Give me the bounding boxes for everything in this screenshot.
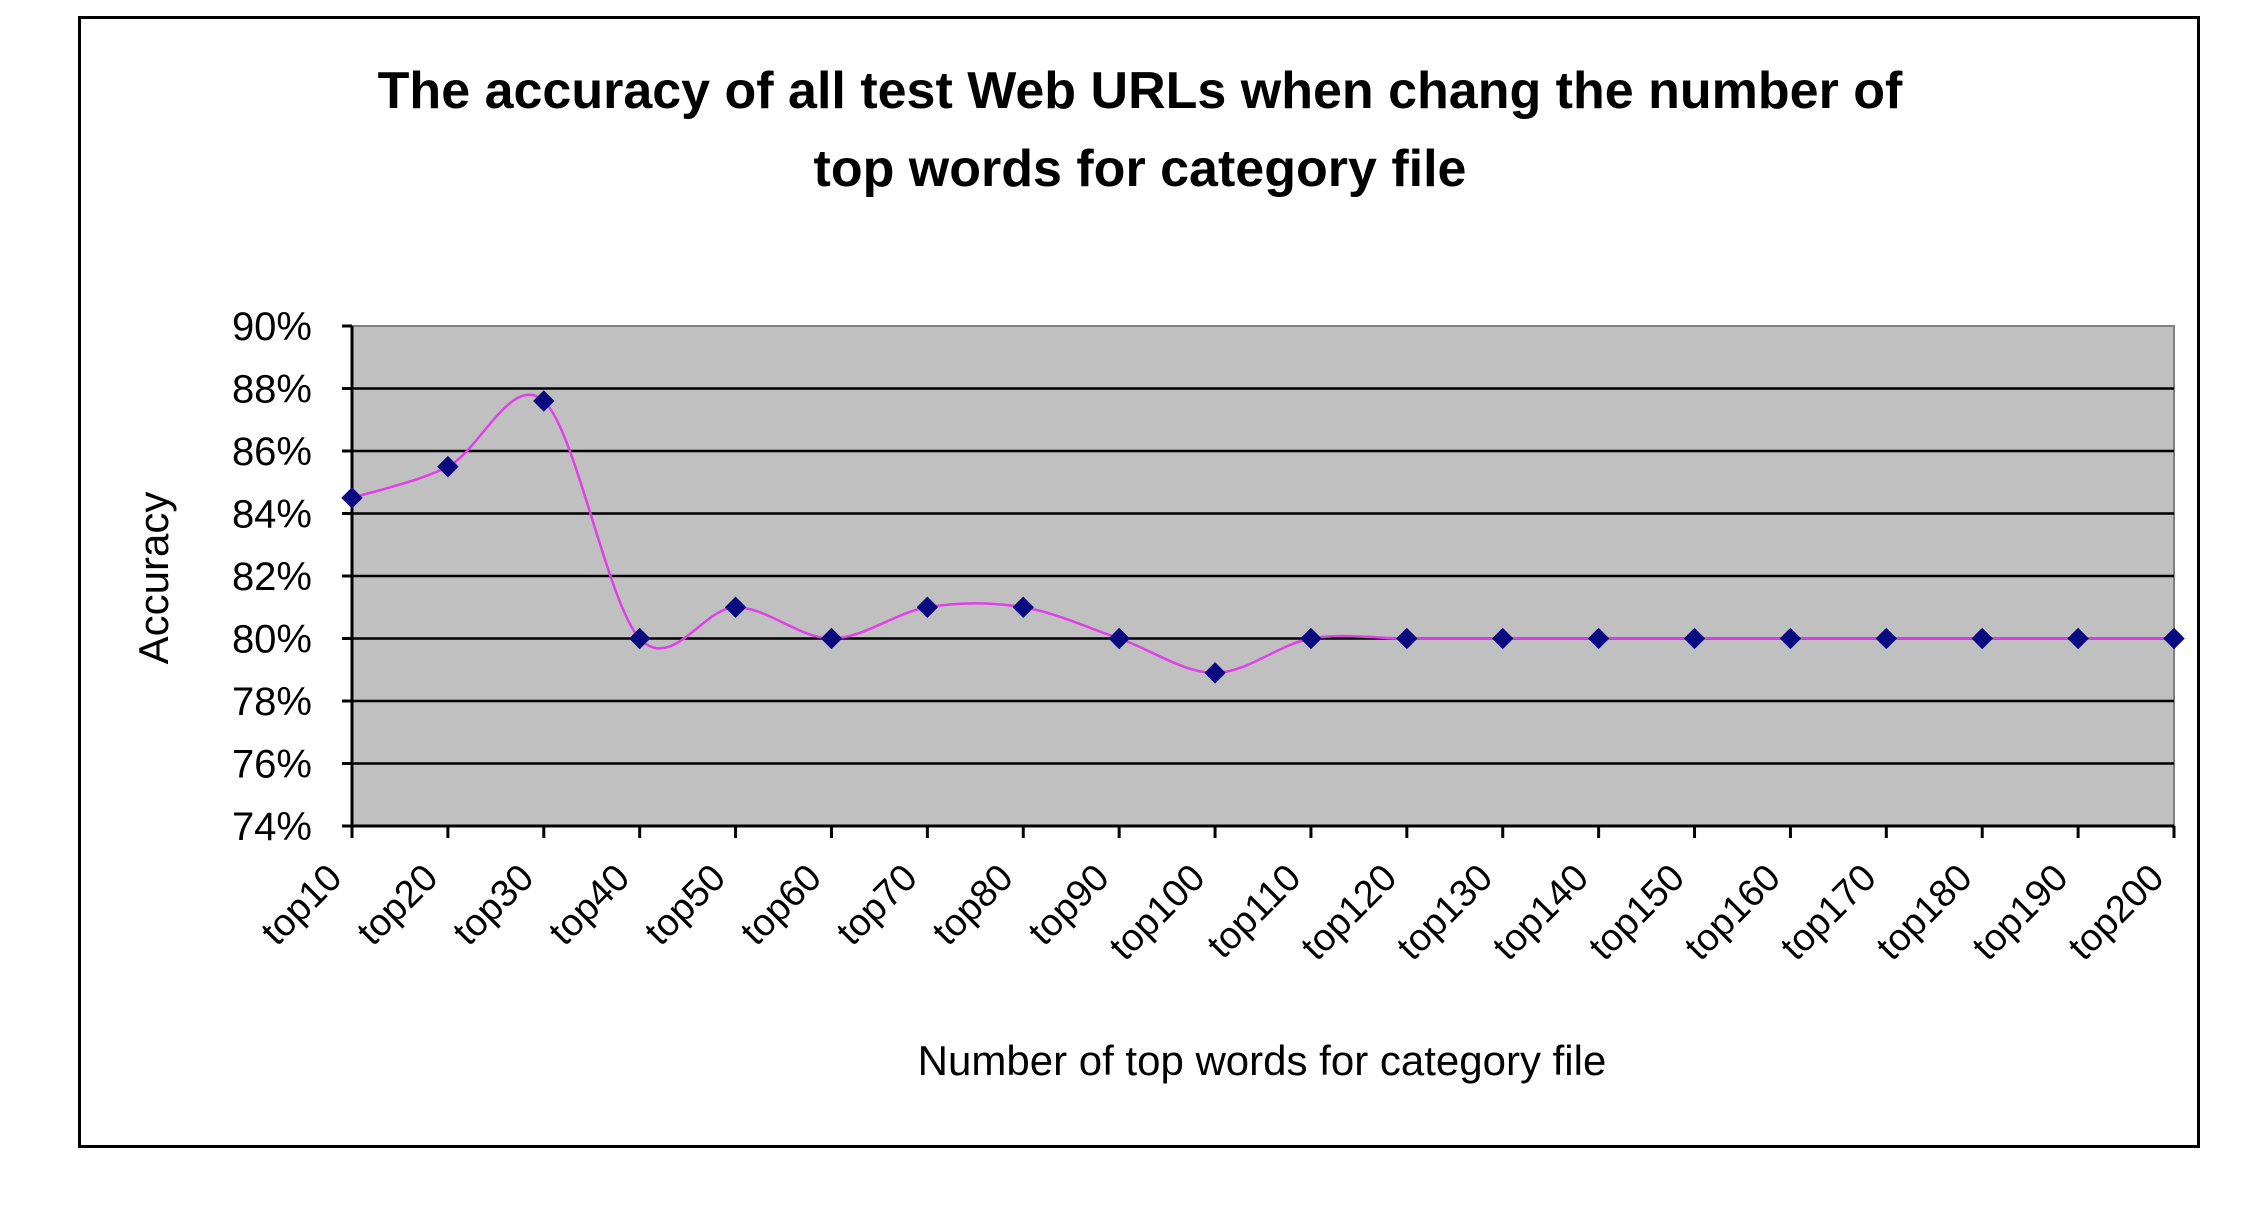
y-axis-label: Accuracy — [130, 492, 177, 665]
y-tick-label: 90% — [232, 305, 312, 349]
x-tick-label: top200 — [2060, 857, 2172, 969]
x-tick-label: top130 — [1389, 857, 1501, 969]
data-point-marker — [1396, 627, 1418, 650]
data-point-marker — [1012, 596, 1034, 618]
x-tick-label: top20 — [349, 857, 446, 954]
x-tick-label: top190 — [1965, 857, 2077, 969]
data-point-marker — [1492, 627, 1514, 650]
data-point-marker — [628, 627, 651, 650]
y-tick-label: 86% — [232, 430, 312, 474]
x-tick-label: top60 — [733, 857, 830, 954]
data-point-marker — [1300, 627, 1322, 650]
data-point-marker — [1108, 627, 1130, 650]
data-point-marker — [916, 596, 939, 618]
data-point-marker — [1204, 662, 1226, 684]
x-tick-label: top30 — [445, 857, 542, 954]
x-tick-label: top120 — [1293, 857, 1405, 969]
chart-title-line-1: The accuracy of all test Web URLs when c… — [378, 62, 1903, 120]
y-tick-label: 88% — [232, 368, 312, 412]
data-point-marker — [341, 487, 363, 509]
data-point-marker — [1779, 627, 1802, 650]
x-tick-label: top40 — [541, 857, 638, 954]
x-tick-label: top70 — [829, 857, 926, 954]
axes — [342, 324, 2176, 838]
data-point-marker — [724, 596, 747, 618]
data-point-marker — [437, 455, 459, 478]
x-tick-label: top100 — [1102, 857, 1214, 969]
series-line — [351, 393, 2174, 675]
x-tick-label: top140 — [1485, 857, 1597, 969]
x-tick-label: top50 — [637, 857, 734, 954]
y-tick-label: 78% — [232, 680, 312, 724]
y-tick-label: 82% — [232, 555, 312, 599]
data-point-marker — [1683, 627, 1706, 650]
data-point-marker — [2163, 627, 2185, 650]
y-tick-label: 80% — [232, 618, 312, 662]
y-tick-label: 76% — [232, 743, 312, 787]
data-point-marker — [533, 390, 555, 412]
x-tick-label: top10 — [253, 857, 350, 954]
x-axis-label: Number of top words for category file — [918, 1037, 1607, 1084]
data-point-marker — [820, 627, 843, 650]
chart-title-line-2: top words for category file — [814, 140, 1467, 198]
data-point-marker — [1587, 627, 1610, 650]
x-tick-label: top180 — [1869, 857, 1981, 969]
x-tick-labels: top10top20top30top40top50top60top70top80… — [253, 857, 2172, 969]
y-tick-label: 74% — [232, 805, 312, 849]
series-markers — [341, 390, 2185, 684]
x-tick-label: top110 — [1199, 857, 1309, 967]
x-tick-label: top160 — [1677, 857, 1789, 969]
data-point-marker — [1971, 627, 1993, 650]
x-tick-label: top170 — [1773, 857, 1885, 969]
x-tick-label: top150 — [1581, 857, 1693, 969]
y-tick-label: 84% — [232, 493, 312, 537]
y-tick-labels: 90% 88% 86% 84% 82% 80% 78% 76% 74% — [232, 305, 312, 849]
data-point-marker — [1875, 627, 1898, 650]
data-point-marker — [2067, 627, 2089, 650]
x-tick-label: top80 — [925, 857, 1022, 954]
